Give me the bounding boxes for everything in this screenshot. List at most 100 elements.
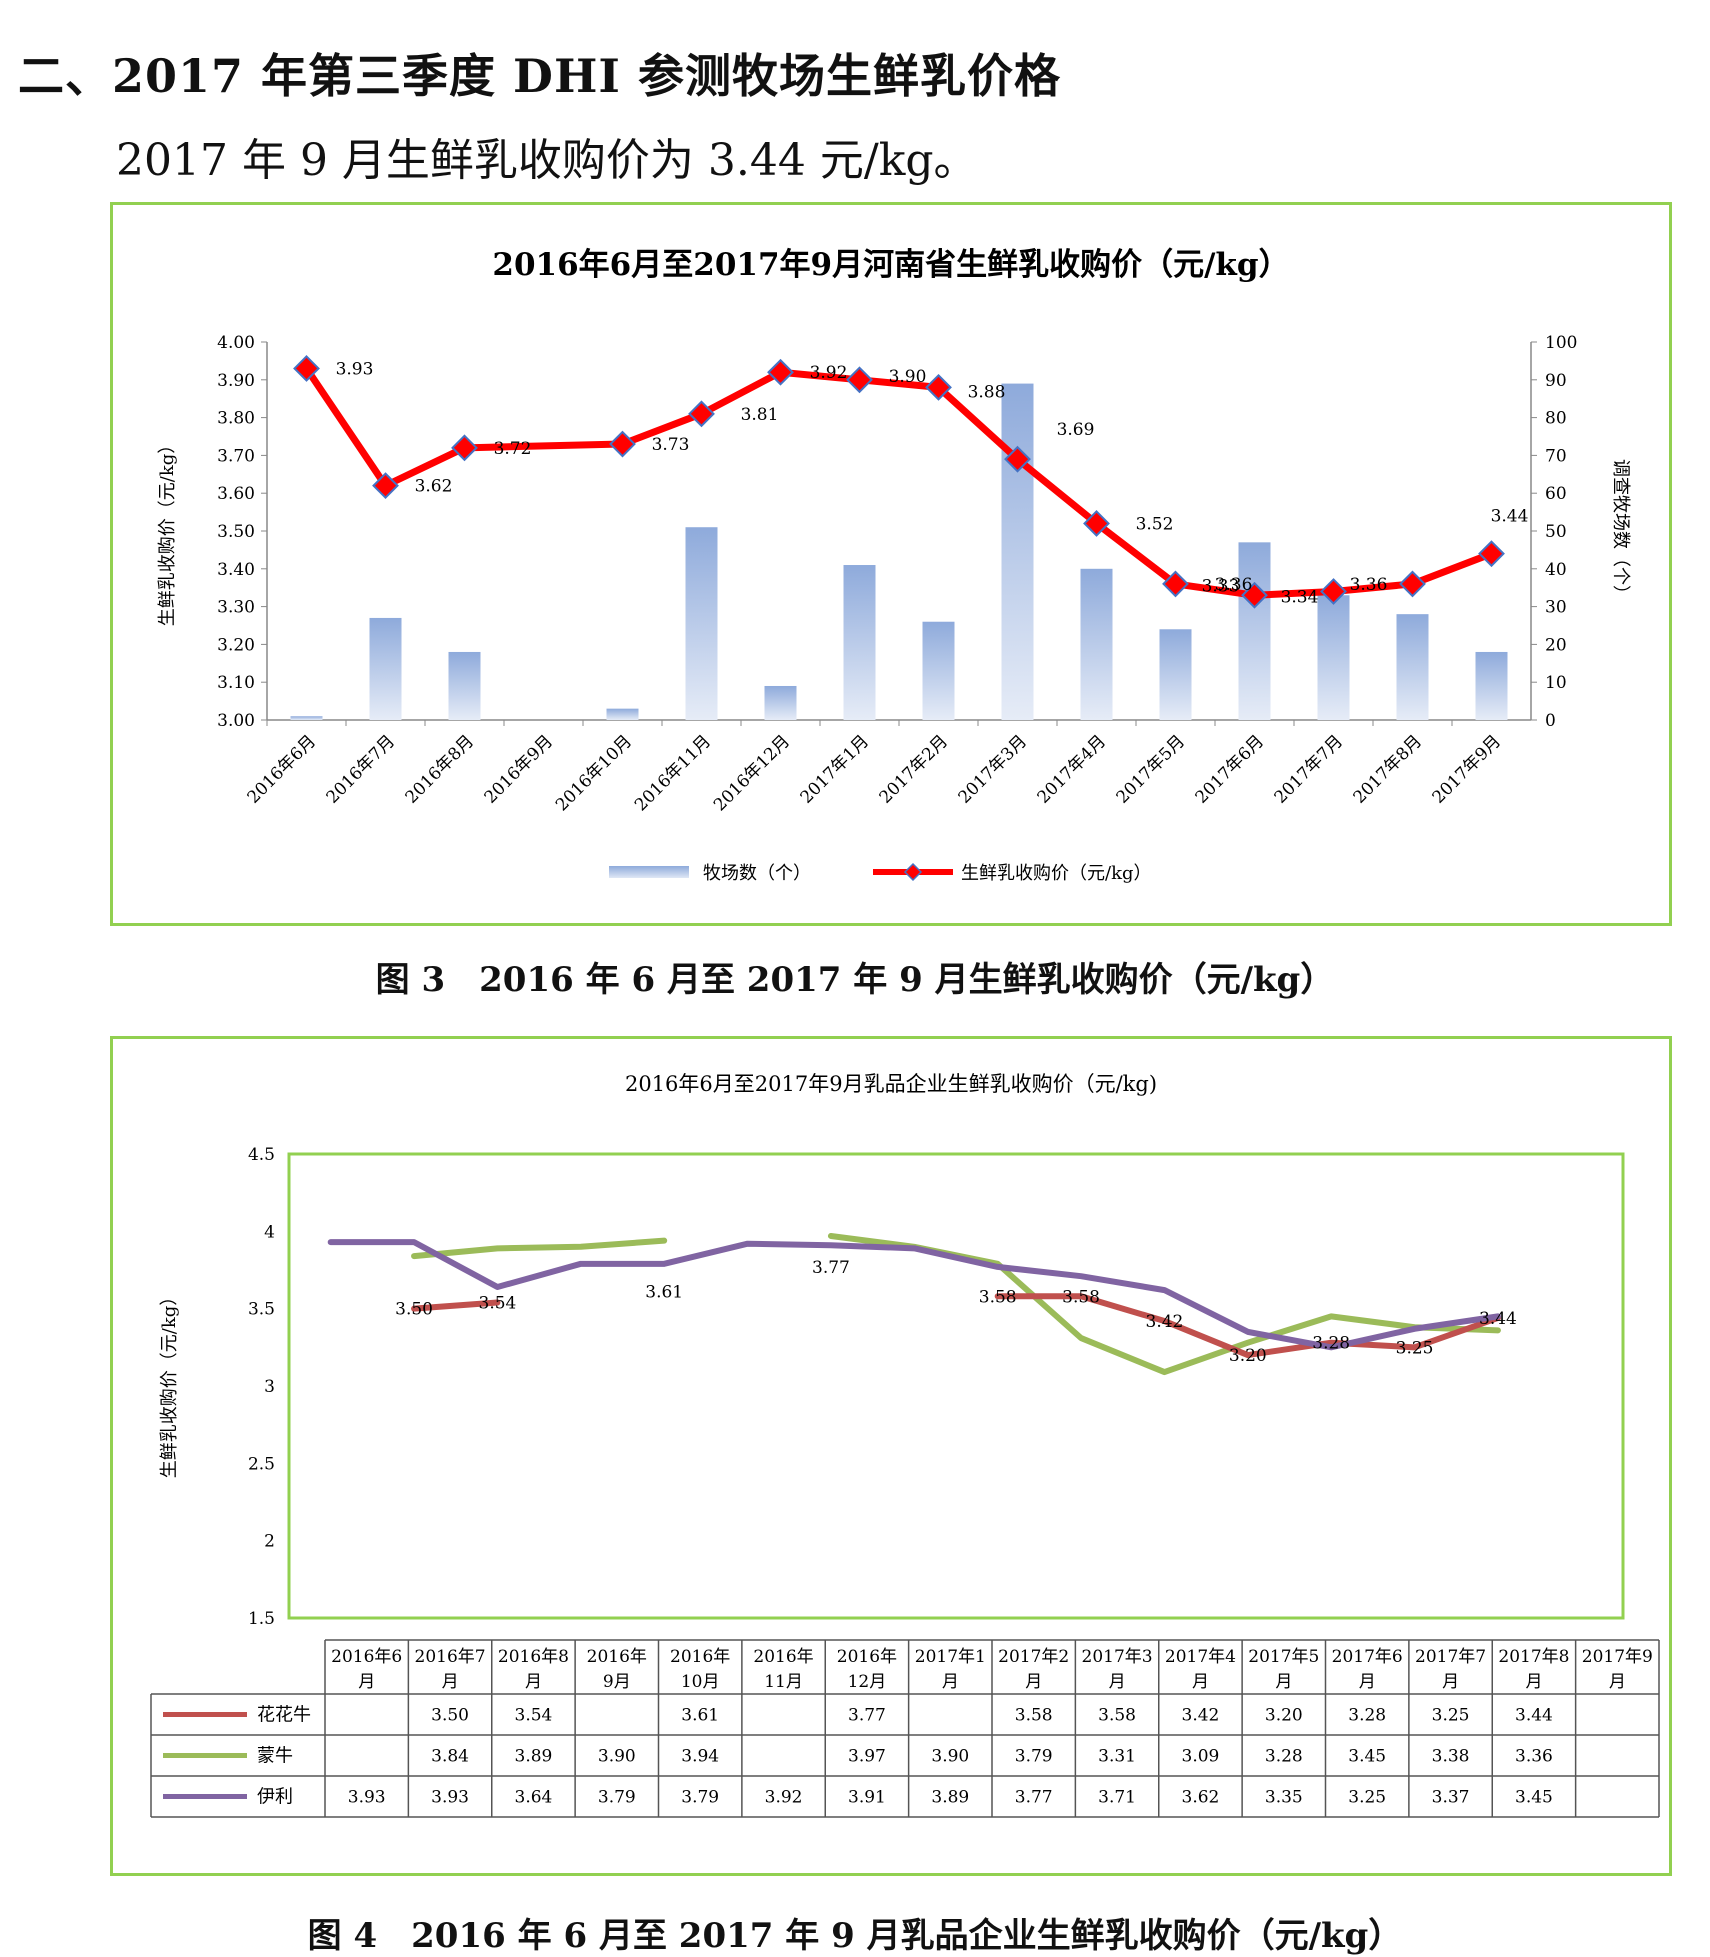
- figure-4-caption: 图 4 2016 年 6 月至 2017 年 9 月乳品企业生鲜乳收购价（元/k…: [307, 1916, 1403, 1956]
- table-cell: 3.45: [1348, 1747, 1386, 1767]
- table-cell: 3.77: [848, 1706, 886, 1726]
- chart-dairy-companies: 2016年6月至2017年9月乳品企业生鲜乳收购价（元/kg) 1.5 2 2.5 3 3…: [150, 1072, 1660, 1818]
- table-header: 2017年7: [1415, 1647, 1486, 1667]
- series-data-label: 3.54: [479, 1293, 517, 1313]
- price-data-label: 3.62: [415, 477, 453, 497]
- y2-axis-title: 调查牧场数（个）: [1610, 459, 1631, 603]
- table-cell: 3.35: [1265, 1788, 1303, 1808]
- x-tick-label: 2016年9月: [481, 731, 557, 807]
- table-cell: 3.36: [1515, 1747, 1553, 1767]
- summary-text: 2017 年 9 月生鲜乳收购价为 3.44 元/kg。: [116, 135, 978, 186]
- table-header: 9月: [603, 1672, 631, 1692]
- y-tick-label: 3.00: [217, 711, 255, 731]
- bar: [764, 685, 797, 720]
- series-data-label: 3.58: [979, 1287, 1017, 1307]
- price-line: [303, 366, 1493, 599]
- x-tick-label: 2016年11月: [631, 731, 715, 815]
- table-cell: 3.84: [431, 1747, 469, 1767]
- legend-label: 花花牛: [257, 1705, 311, 1726]
- legend-bar-swatch: [609, 866, 689, 878]
- bar: [843, 565, 876, 720]
- series-data-label: 3.77: [812, 1258, 850, 1278]
- table-cell: 3.09: [1182, 1747, 1220, 1767]
- price-marker: [925, 373, 952, 401]
- series-data-label: 3.28: [1312, 1334, 1350, 1354]
- bar: [1396, 614, 1429, 720]
- table-header: 2016年6: [331, 1647, 402, 1667]
- chart-title: 2016年6月至2017年9月乳品企业生鲜乳收购价（元/kg): [625, 1072, 1157, 1096]
- table-header: 2017年1: [915, 1647, 986, 1667]
- bar: [922, 621, 955, 720]
- table-header: 月: [1025, 1672, 1042, 1692]
- y-tick-label: 2: [264, 1532, 275, 1552]
- table-cell: 3.90: [598, 1747, 636, 1767]
- figure-3-caption: 图 3 2016 年 6 月至 2017 年 9 月生鲜乳收购价（元/kg）: [375, 960, 1335, 1000]
- table-header: 月: [1442, 1672, 1459, 1692]
- price-data-label: 3.73: [652, 435, 690, 455]
- table-cell: 3.93: [431, 1788, 469, 1808]
- x-tick-label: 2016年10月: [552, 731, 636, 815]
- price-data-label: 3.93: [336, 359, 374, 379]
- table-header: 2016年7: [415, 1647, 486, 1667]
- plot-area-border: [287, 1152, 1625, 1620]
- price-marker: [609, 430, 636, 458]
- table-cell: 3.97: [848, 1747, 886, 1767]
- y2-tick-label: 30: [1545, 598, 1567, 618]
- bar: [1475, 651, 1508, 720]
- series-data-label: 3.42: [1146, 1312, 1184, 1332]
- legend-line-label: 生鲜乳收购价（元/kg）: [961, 863, 1152, 884]
- table-header: 月: [358, 1672, 375, 1692]
- y-tick-label: 3.50: [217, 522, 255, 542]
- price-data-label: 3.81: [741, 405, 779, 425]
- series-data-label: 3.58: [1062, 1287, 1100, 1307]
- legend-line-marker: [903, 862, 923, 882]
- y-tick-label: 4.00: [217, 333, 255, 353]
- price-data-label: 3.34: [1281, 587, 1319, 607]
- table-cell: 3.90: [931, 1747, 969, 1767]
- table-header: 月: [1359, 1672, 1376, 1692]
- table-cell: 3.50: [431, 1706, 469, 1726]
- y2-tick-label: 0: [1545, 711, 1556, 731]
- series-line: [411, 1237, 668, 1260]
- price-marker: [293, 355, 320, 382]
- y2-tick-label: 70: [1545, 446, 1567, 466]
- table-header: 月: [1109, 1672, 1126, 1692]
- x-tick-label: 2016年12月: [710, 731, 794, 815]
- table-header: 2017年9: [1582, 1647, 1653, 1667]
- table-cell: 3.44: [1515, 1706, 1553, 1726]
- y-tick-label: 3.30: [217, 598, 255, 618]
- y2-tick-label: 50: [1545, 522, 1567, 542]
- price-marker: [372, 472, 399, 500]
- x-tick-label: 2017年1月: [797, 731, 873, 807]
- chart-dairy-companies-frame: 2016年6月至2017年9月乳品企业生鲜乳收购价（元/kg) 1.5 2 2.5 3 3…: [110, 1036, 1672, 1876]
- table-header: 2016年: [837, 1647, 897, 1667]
- table-header: 10月: [681, 1672, 720, 1692]
- table-cell: 3.79: [681, 1788, 719, 1808]
- chart-price-farms-frame: 2016年6月至2017年9月河南省生鲜乳收购价（元/kg） 3.00 3.10 3.…: [110, 202, 1672, 926]
- table-cell: 3.79: [1015, 1747, 1053, 1767]
- table-header: 月: [442, 1672, 459, 1692]
- price-marker: [1083, 510, 1110, 537]
- x-tick-label: 2017年2月: [876, 731, 952, 807]
- table-cell: 3.93: [348, 1788, 386, 1808]
- table-header: 2016年: [587, 1647, 647, 1667]
- table-header: 2017年8: [1498, 1647, 1569, 1667]
- y-tick-label: 3.20: [217, 635, 255, 655]
- table-cell: 3.28: [1348, 1706, 1386, 1726]
- y-axis-title: 生鲜乳收购价（元/kg）: [159, 1288, 180, 1479]
- table-header: 月: [1609, 1672, 1626, 1692]
- table-cell: 3.38: [1432, 1747, 1470, 1767]
- series-data-label: 3.61: [645, 1283, 683, 1303]
- table-cell: 3.37: [1432, 1788, 1470, 1808]
- series-data-label: 3.50: [395, 1300, 433, 1320]
- y-tick-label: 3.70: [217, 446, 255, 466]
- table-header: 2017年4: [1165, 1647, 1236, 1667]
- legend-bar-label: 牧场数（个）: [703, 863, 811, 884]
- bar: [1238, 542, 1271, 720]
- table-cell: 3.20: [1265, 1706, 1303, 1726]
- table-cell: 3.58: [1098, 1706, 1136, 1726]
- price-marker: [1478, 540, 1505, 568]
- price-marker: [1241, 581, 1268, 609]
- x-tick-label: 2017年5月: [1113, 731, 1189, 807]
- series-line: [327, 1239, 1501, 1351]
